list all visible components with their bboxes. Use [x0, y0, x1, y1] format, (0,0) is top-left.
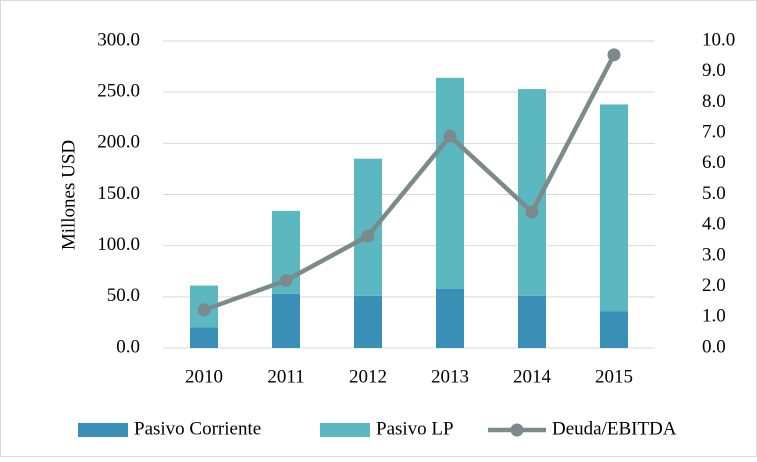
bar	[436, 288, 464, 348]
y2-tick-label: 6.0	[702, 152, 726, 173]
bar	[190, 327, 218, 348]
y-tick-label: 50.0	[107, 285, 140, 306]
x-tick-label: 2012	[349, 366, 387, 387]
y2-tick-label: 3.0	[702, 244, 726, 265]
line-marker	[361, 229, 375, 243]
line-marker	[607, 48, 621, 62]
legend-label: Pasivo Corriente	[134, 418, 261, 439]
y-tick-label: 0.0	[116, 336, 140, 357]
y-tick-label: 250.0	[97, 81, 140, 102]
line-marker	[197, 303, 211, 317]
legend-swatch	[320, 423, 370, 437]
y2-tick-label: 2.0	[702, 275, 726, 296]
bar	[600, 104, 628, 312]
bar	[436, 77, 464, 289]
y2-tick-label: 9.0	[702, 60, 726, 81]
y2-tick-label: 5.0	[702, 183, 726, 204]
y-tick-label: 300.0	[97, 29, 140, 50]
y2-tick-label: 7.0	[702, 121, 726, 142]
y2-tick-label: 8.0	[702, 91, 726, 112]
x-tick-label: 2013	[431, 366, 469, 387]
y2-tick-label: 1.0	[702, 306, 726, 327]
y-axis-title: Millones USD	[58, 140, 79, 250]
bar	[518, 295, 546, 348]
y-tick-label: 100.0	[97, 234, 140, 255]
legend-swatch	[78, 423, 128, 437]
x-tick-label: 2014	[513, 366, 552, 387]
legend-marker	[510, 423, 524, 437]
bar	[600, 311, 628, 348]
line-marker	[443, 129, 457, 143]
line	[203, 53, 616, 313]
y2-tick-label: 10.0	[702, 29, 735, 50]
x-tick-label: 2015	[595, 366, 633, 387]
line-marker	[279, 273, 293, 287]
legend-label: Deuda/EBITDA	[552, 418, 677, 439]
x-tick-label: 2010	[185, 366, 223, 387]
y-tick-label: 200.0	[97, 132, 140, 153]
line-marker	[525, 205, 539, 219]
legend-label: Pasivo LP	[376, 418, 454, 439]
y2-tick-label: 0.0	[702, 336, 726, 357]
y-tick-label: 150.0	[97, 183, 140, 204]
bar	[354, 295, 382, 348]
bar	[272, 293, 300, 348]
y2-tick-label: 4.0	[702, 214, 726, 235]
x-tick-label: 2011	[267, 366, 304, 387]
